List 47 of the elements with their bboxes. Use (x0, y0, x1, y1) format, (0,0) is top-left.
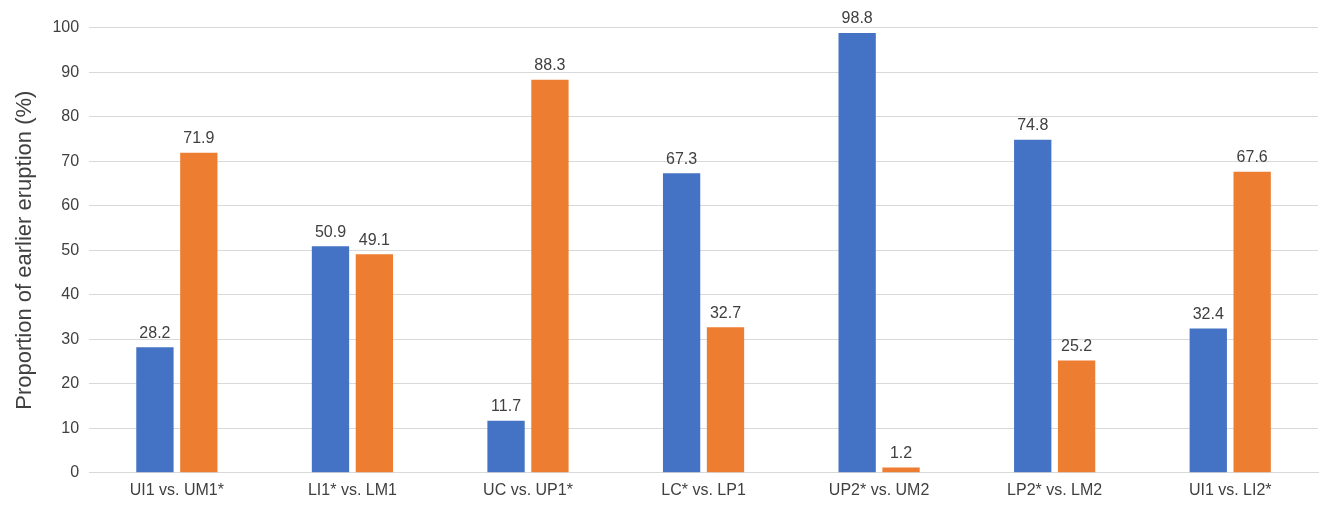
data-label: 1.2 (889, 443, 913, 461)
data-label: 32.7 (709, 303, 742, 321)
data-label: 67.6 (1236, 148, 1268, 166)
y-tick-label: 0 (70, 463, 80, 481)
y-tick-label: 60 (61, 196, 80, 214)
y-tick-label: 80 (61, 107, 80, 125)
data-label: 50.9 (314, 222, 347, 240)
x-tick-label: UC vs. UP1* (483, 480, 573, 498)
x-tick-label: LI1* vs. LM1 (307, 480, 397, 498)
data-label: 67.3 (666, 149, 698, 167)
y-tick-label: 40 (61, 285, 80, 303)
x-tick-label: LP2* vs. LM2 (1007, 480, 1103, 498)
data-label: 28.2 (139, 323, 171, 341)
bar (311, 246, 350, 473)
data-label: 11.7 (491, 397, 522, 415)
y-axis-title: Proportion of earlier eruption (%) (11, 90, 37, 410)
bar (355, 254, 394, 473)
x-tick-label: LC* vs. LP1 (661, 480, 746, 498)
bar (136, 347, 174, 473)
bar (882, 467, 920, 473)
x-tick-label: UI1 vs. LI2* (1188, 480, 1272, 498)
y-tick-label: 30 (61, 329, 80, 347)
y-tick-label: 20 (61, 374, 80, 392)
bar (531, 79, 569, 473)
y-tick-label: 100 (52, 18, 80, 36)
data-label: 25.2 (1061, 337, 1093, 355)
bar (1057, 360, 1096, 473)
bar (487, 420, 525, 473)
y-tick-label: 50 (61, 240, 80, 258)
y-tick-label: 90 (61, 62, 80, 80)
data-label: 49.1 (358, 230, 391, 248)
data-label: 88.3 (534, 56, 566, 74)
x-tick-label: UI1 vs. UM1* (129, 480, 224, 498)
data-label: 71.9 (183, 129, 215, 147)
data-label: 74.8 (1017, 116, 1049, 134)
data-label: 98.8 (841, 9, 873, 27)
y-tick-label: 10 (61, 418, 80, 436)
bar (706, 327, 745, 473)
bar (1189, 328, 1227, 473)
bar (838, 32, 876, 473)
data-label: 32.4 (1192, 304, 1224, 322)
bar (1014, 139, 1052, 473)
bar (1233, 171, 1271, 473)
x-tick-label: UP2* vs. UM2 (828, 480, 930, 498)
y-tick-label: 70 (61, 151, 80, 169)
bar (180, 152, 218, 473)
bar (662, 173, 701, 473)
